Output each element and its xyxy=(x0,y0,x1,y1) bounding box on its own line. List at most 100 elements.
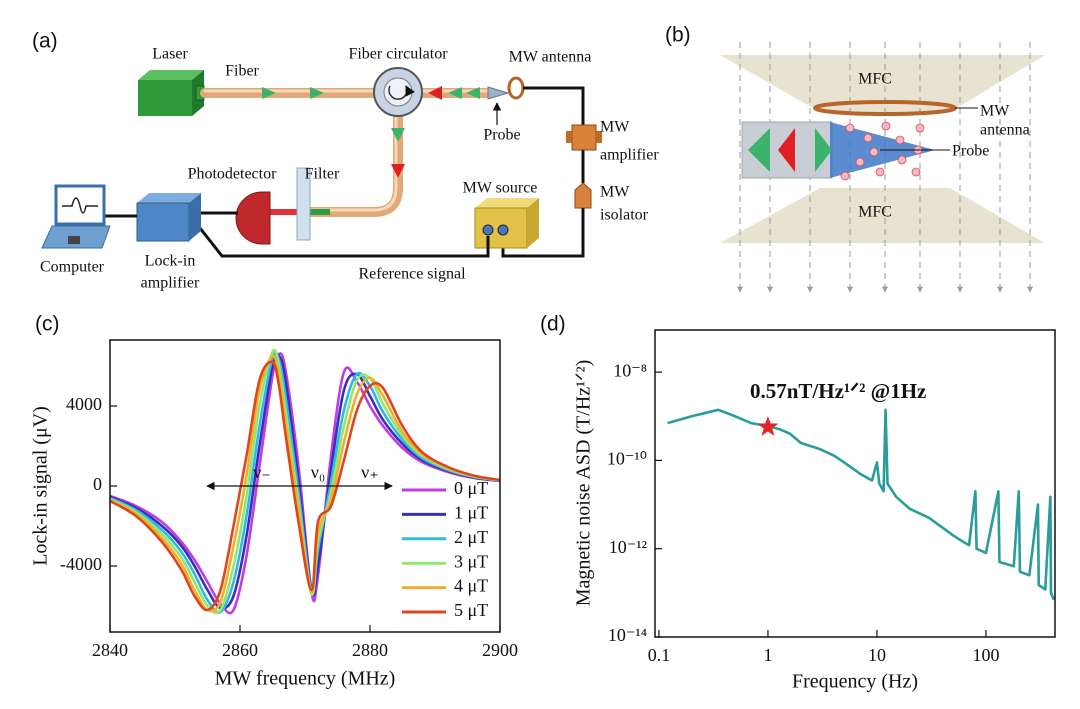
light-arrow xyxy=(310,87,324,99)
y-tick-label: -4000 xyxy=(60,554,102,574)
laser-top xyxy=(138,70,204,80)
lock-in-side xyxy=(189,193,201,241)
panel-label: (b) xyxy=(665,24,691,47)
y-tick-label: 10⁻¹⁴ xyxy=(608,625,647,645)
mw-amplifier-port xyxy=(596,131,602,143)
mw-source-top xyxy=(475,198,539,208)
legend-label: 4 μT xyxy=(454,576,488,596)
x-tick-label: 10 xyxy=(868,645,886,665)
mw-amplifier xyxy=(571,124,597,151)
legend-label: 5 μT xyxy=(454,600,488,620)
legend-label: 0 μT xyxy=(454,478,488,498)
y-tick-label: 10⁻¹⁰ xyxy=(607,449,647,469)
legend-label: 2 μT xyxy=(454,527,488,547)
data-line xyxy=(110,348,500,615)
panel-a: (a) Laser Fiber Fiber circulator MW ante… xyxy=(32,30,659,292)
y-tick-label: 10⁻¹² xyxy=(609,537,647,557)
x-tick-label: 2900 xyxy=(482,640,518,660)
mfc-label: MFC xyxy=(858,204,892,221)
light-arrow xyxy=(428,86,442,100)
antenna xyxy=(507,76,525,100)
pulse xyxy=(778,128,795,172)
annotation: ν₊ xyxy=(361,462,379,482)
light-arrow xyxy=(466,87,480,99)
pulse xyxy=(815,128,832,172)
mw-amplifier-label: MW xyxy=(600,119,630,136)
circulator-inner xyxy=(383,77,413,107)
mw-source-side xyxy=(527,198,539,248)
photodetector xyxy=(235,191,271,245)
star-marker xyxy=(757,416,779,436)
x-tick-label: 100 xyxy=(972,645,999,665)
x-tick-label: 2880 xyxy=(352,640,388,660)
fiber-label: Fiber xyxy=(225,63,259,80)
x-tick-label: 2840 xyxy=(92,640,128,660)
x-axis-label: MW frequency (MHz) xyxy=(215,668,396,690)
laser-box xyxy=(138,80,192,116)
probe xyxy=(487,86,510,100)
probe-label: Probe xyxy=(952,143,989,160)
mw-source-label: MW source xyxy=(463,180,538,197)
mw-amplifier-label: amplifier xyxy=(600,147,659,164)
annotation: 0.57nT/Hz¹ᐟ² @1Hz xyxy=(750,379,926,403)
fiber-highlight xyxy=(308,114,398,212)
legend-label: 1 μT xyxy=(454,503,488,523)
mfc-label: MFC xyxy=(858,71,892,88)
y-tick-label: 0 xyxy=(93,474,102,494)
panel-label: (a) xyxy=(32,30,58,53)
filter-label: Filter xyxy=(305,166,340,183)
x-tick-label: 2860 xyxy=(222,640,258,660)
antenna-label: MW antenna xyxy=(509,49,592,66)
panel-b: (b) MFC MFC MW antenna Pro xyxy=(665,24,1045,293)
wire xyxy=(194,222,490,258)
annotation: ν₋ xyxy=(253,462,271,482)
legend-label: 3 μT xyxy=(454,551,488,571)
probe-label: Probe xyxy=(483,127,520,144)
data-line xyxy=(110,350,500,614)
mw-isolator xyxy=(574,182,592,209)
data-line xyxy=(110,360,500,612)
data-line xyxy=(667,408,1055,601)
data-line xyxy=(110,352,500,610)
filter xyxy=(296,167,311,241)
connector xyxy=(482,224,494,236)
x-tick-label: 0.1 xyxy=(648,645,671,665)
panel-label: (c) xyxy=(35,313,60,336)
data-line xyxy=(110,354,500,613)
x-axis-label: Frequency (Hz) xyxy=(792,671,918,693)
laptop-wave xyxy=(62,197,98,214)
computer-label: Computer xyxy=(40,259,105,276)
lock-in-label: amplifier xyxy=(141,275,200,292)
antenna-label: antenna xyxy=(980,122,1030,139)
antenna-label: MW xyxy=(980,103,1010,120)
y-axis-label: Lock-in signal (μV) xyxy=(30,406,52,566)
fiber xyxy=(305,111,403,217)
reference-label: Reference signal xyxy=(358,266,466,283)
data-line xyxy=(110,352,500,615)
chart: (c) MW frequency (MHz) Lock-in signal (μV)… xyxy=(30,313,518,690)
y-tick-label: 4000 xyxy=(66,394,102,414)
mw-isolator-label: MW xyxy=(600,184,630,201)
wire xyxy=(523,86,585,125)
light-arrow xyxy=(391,164,405,178)
circulator-arrow xyxy=(388,85,415,100)
circulator-label: Fiber circulator xyxy=(348,46,448,63)
pulse xyxy=(748,128,770,172)
light-arrow xyxy=(391,128,405,142)
light-arrow xyxy=(448,87,462,99)
lock-in-top xyxy=(137,193,201,203)
y-axis-label: Magnetic noise ASD (T/Hz¹ᐟ²) xyxy=(573,360,595,607)
light-arrow xyxy=(262,87,276,99)
plot-frame xyxy=(654,329,1056,638)
mfc-bottom xyxy=(720,188,1045,243)
mfc-top xyxy=(720,55,1045,112)
lock-in-box xyxy=(136,202,190,242)
chart: (d) Frequency (Hz) Magnetic noise ASD (T/H… xyxy=(540,313,1056,693)
x-tick-label: 1 xyxy=(763,645,772,665)
plot-frame xyxy=(109,339,501,633)
y-tick-label: 10⁻⁸ xyxy=(613,360,647,380)
connector xyxy=(497,224,509,236)
laser-label: Laser xyxy=(152,46,188,63)
laptop-pad xyxy=(68,236,80,244)
